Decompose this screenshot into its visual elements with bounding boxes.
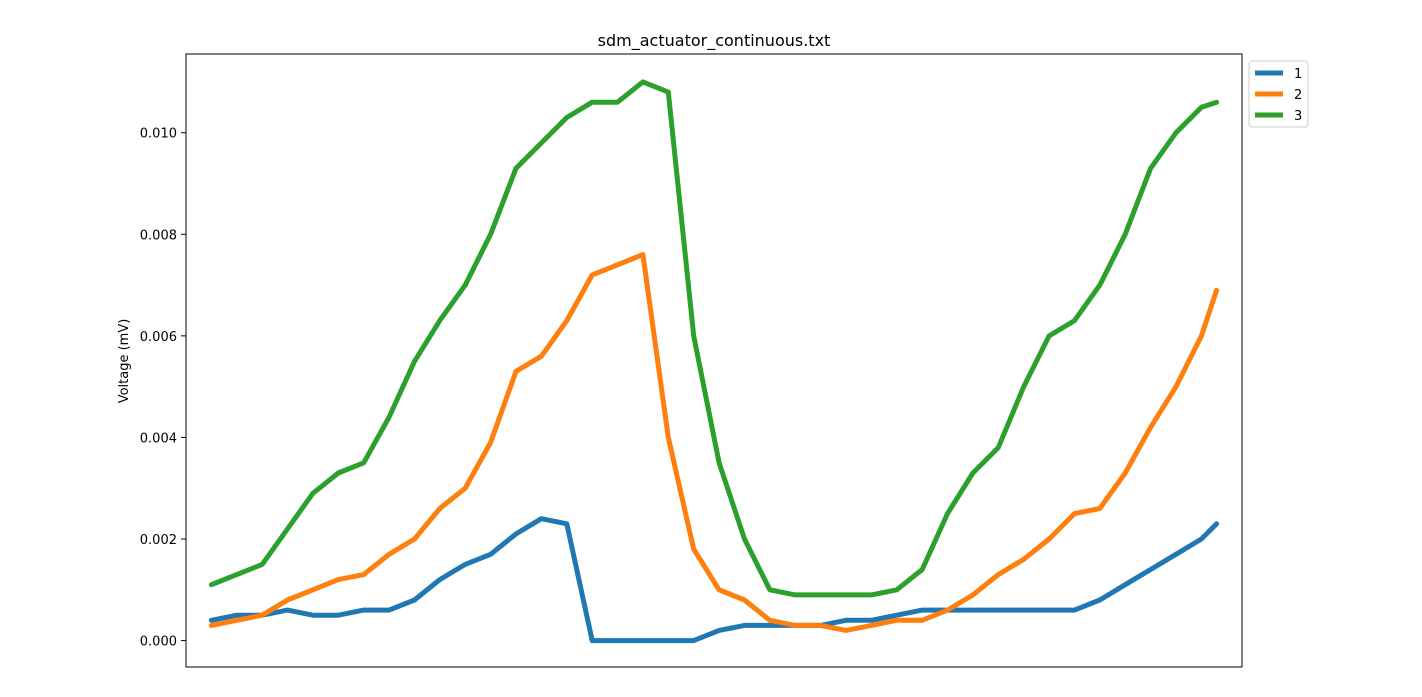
legend-label-3: 3 bbox=[1294, 109, 1302, 124]
legend-label-2: 2 bbox=[1294, 88, 1302, 103]
series-line-1 bbox=[208, 516, 1220, 644]
chart-title: sdm_actuator_continuous.txt bbox=[598, 31, 831, 51]
y-axis-ticks: 0.000 0.002 0.004 0.006 0.008 0.010 bbox=[140, 127, 186, 650]
legend-label-1: 1 bbox=[1294, 67, 1302, 82]
y-axis-label: Voltage (mV) bbox=[117, 319, 132, 404]
series-layer bbox=[208, 79, 1220, 644]
y-tick-label: 0.008 bbox=[140, 228, 177, 243]
series-line-3 bbox=[208, 79, 1220, 598]
plot-area bbox=[185, 53, 1243, 668]
y-tick-label: 0.010 bbox=[140, 127, 177, 142]
y-tick-label: 0.000 bbox=[140, 635, 177, 650]
y-tick-label: 0.006 bbox=[140, 330, 177, 345]
series-line-2 bbox=[208, 252, 1220, 633]
y-tick-label: 0.002 bbox=[140, 533, 177, 548]
legend: 1 2 3 bbox=[1248, 60, 1309, 128]
y-tick-label: 0.004 bbox=[140, 431, 177, 446]
